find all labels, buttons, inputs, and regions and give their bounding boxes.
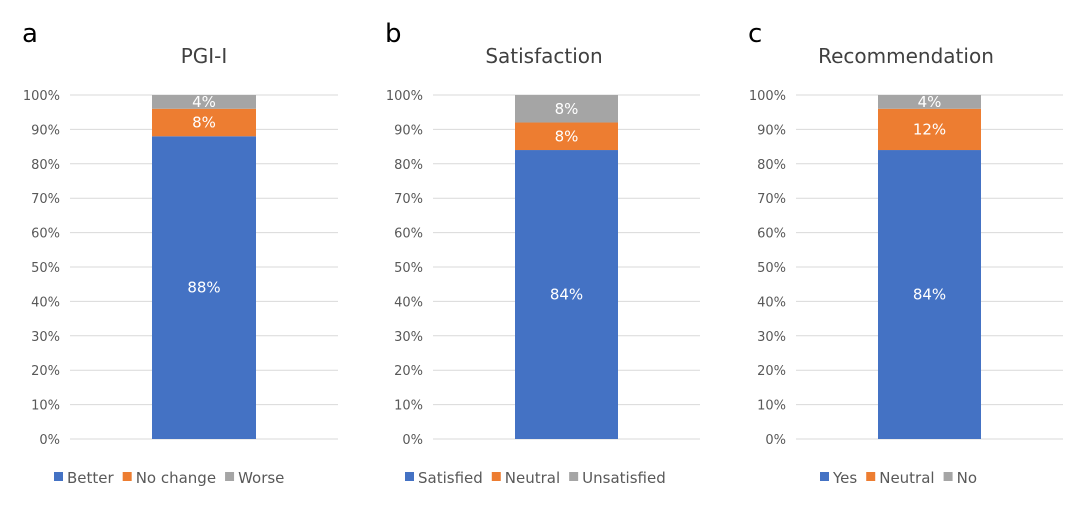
bar-segment-unsatisfied [515, 95, 618, 123]
y-tick-label: 30% [31, 330, 60, 345]
y-tick-label: 80% [757, 158, 786, 173]
chart-title: Recommendation [818, 44, 994, 68]
y-tick-label: 0% [39, 433, 60, 448]
legend-swatch [405, 472, 414, 481]
y-tick-label: 10% [31, 399, 60, 414]
chart-panel-b: b Satisfaction 0% 10% 20% 30% 40% 50% 60% 70% 80% 9… [385, 19, 700, 487]
bar-segment-yes [878, 150, 981, 440]
legend-label: Neutral [505, 469, 560, 487]
y-tick-label: 0% [765, 433, 786, 448]
legend-label: No [957, 469, 977, 487]
y-tick-label: 60% [394, 227, 423, 242]
legend-swatch [122, 472, 132, 481]
bar-segment-better [152, 136, 256, 439]
legend-label: Unsatisfied [582, 469, 666, 487]
data-label: 8% [555, 100, 579, 118]
legend-label: Worse [238, 469, 284, 487]
data-label: 88% [187, 279, 220, 297]
legend-swatch [943, 472, 953, 481]
y-tick-label: 20% [394, 364, 423, 379]
y-tick-label: 40% [394, 295, 423, 310]
data-label: 8% [555, 127, 579, 145]
legend-label: Satisfied [418, 469, 483, 487]
chart-title: Satisfaction [485, 44, 602, 68]
legend-swatch [54, 472, 63, 481]
panel-letter: c [748, 19, 762, 49]
data-label: 4% [192, 93, 216, 111]
y-tick-label: 40% [31, 295, 60, 310]
bar-segment-no [878, 95, 981, 109]
bar-segment-worse [152, 95, 256, 109]
y-tick-label: 70% [31, 192, 60, 207]
y-tick-label: 80% [394, 158, 423, 173]
y-tick-label: 30% [757, 330, 786, 345]
y-tick-label: 50% [757, 261, 786, 276]
chart-panel-a: a PGI-I 0% 10% 20% 30% 40% 50% 60% 70% 80% 90% 100% 8… [22, 19, 338, 487]
bar-segment-neutral [878, 108, 981, 151]
bar-segment-neutral [515, 122, 618, 151]
y-tick-label: 70% [394, 192, 423, 207]
legend-swatch [820, 472, 829, 481]
y-tick-label: 0% [402, 433, 423, 448]
legend: Satisfied Neutral Unsatisfied [405, 469, 666, 487]
y-tick-label: 60% [31, 227, 60, 242]
y-tick-label: 100% [386, 89, 423, 104]
y-tick-label: 100% [23, 89, 60, 104]
y-tick-label: 50% [31, 261, 60, 276]
legend: Better No change Worse [54, 469, 284, 487]
y-tick-label: 30% [394, 330, 423, 345]
chart-title: PGI-I [181, 44, 228, 68]
bar-segment-satisfied [515, 150, 618, 440]
panel-letter: a [22, 19, 38, 49]
legend-swatch [225, 472, 235, 481]
data-label: 4% [918, 93, 942, 111]
y-tick-label: 80% [31, 158, 60, 173]
panel-letter: b [385, 19, 402, 49]
data-label: 84% [550, 286, 583, 304]
y-tick-label: 40% [757, 295, 786, 310]
legend-label: No change [136, 469, 216, 487]
legend-swatch [866, 472, 876, 481]
y-tick-label: 60% [757, 227, 786, 242]
y-tick-label: 90% [394, 123, 423, 138]
legend-label: Yes [832, 469, 857, 487]
legend-swatch [491, 472, 501, 481]
legend-swatch [569, 472, 579, 481]
y-tick-label: 10% [757, 399, 786, 414]
y-tick-label: 90% [757, 123, 786, 138]
bar-segment-no-change [152, 108, 256, 137]
y-tick-label: 50% [394, 261, 423, 276]
y-tick-label: 70% [757, 192, 786, 207]
data-label: 12% [913, 120, 946, 138]
y-tick-label: 10% [394, 399, 423, 414]
y-tick-label: 20% [31, 364, 60, 379]
y-tick-label: 20% [757, 364, 786, 379]
y-tick-label: 90% [31, 123, 60, 138]
y-tick-label: 100% [749, 89, 786, 104]
legend: Yes Neutral No [820, 469, 977, 487]
data-label: 8% [192, 114, 216, 132]
data-label: 84% [913, 286, 946, 304]
chart-panel-c: c Recommendation 0% 10% 20% 30% 40% 50% 60% 70% 80… [748, 19, 1063, 487]
legend-label: Better [67, 469, 115, 487]
legend-label: Neutral [879, 469, 934, 487]
